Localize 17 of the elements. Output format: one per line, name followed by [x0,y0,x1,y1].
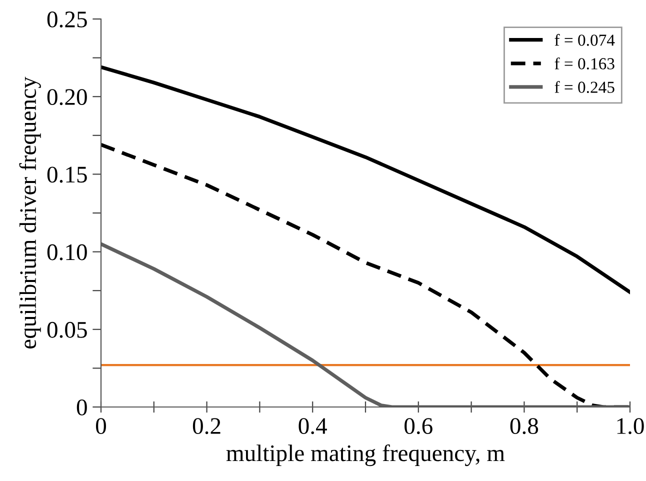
y-tick-label: 0.25 [47,11,87,28]
legend-label: f = 0.074 [554,34,615,46]
x-tick-label: 0.4 [298,418,327,434]
y-axis-title: equilibrium driver frequency [19,76,41,348]
x-tick-label: 0.2 [192,418,220,434]
x-tick-label: 0.6 [404,418,432,434]
y-tick-label: 0.20 [47,89,87,106]
y-tick-label: 0 [76,399,87,416]
x-axis-title: multiple mating frequency, m [226,444,505,466]
legend-label: f = 0.245 [554,81,614,94]
x-tick-label: 1.0 [617,418,644,434]
y-tick-label: 0.10 [47,244,87,260]
legend-label: f = 0.163 [554,57,614,70]
y-tick-label: 0.15 [47,166,87,183]
x-tick-label: 0 [96,418,106,434]
x-tick-label: 0.8 [510,418,538,434]
y-tick-label: 0.05 [47,322,87,338]
